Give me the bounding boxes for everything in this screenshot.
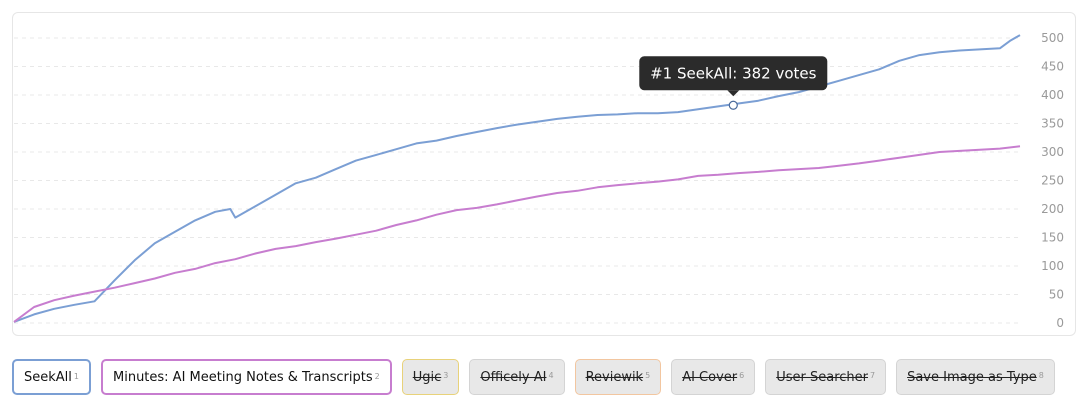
legend-rank: 4 <box>548 371 554 380</box>
y-tick-label: 500 <box>1041 31 1064 45</box>
legend-rank: 1 <box>73 372 79 381</box>
y-tick-label: 300 <box>1041 145 1064 159</box>
grid: 0 50 100 150 200 250 300 350 400 450 500 <box>14 31 1064 330</box>
legend-rank: 8 <box>1038 371 1044 380</box>
y-tick-label: 0 <box>1056 316 1064 330</box>
legend-item-3[interactable]: Ugic 3 <box>401 359 460 395</box>
legend-label: Officely AI <box>480 369 547 385</box>
series-line-1[interactable] <box>13 34 1021 323</box>
legend-label: Save Image as Type <box>907 369 1037 385</box>
legend-rank: 5 <box>645 371 651 380</box>
y-tick-label: 400 <box>1041 88 1064 102</box>
legend-label: Reviewik <box>585 369 644 385</box>
legend-rank: 2 <box>374 372 380 381</box>
y-tick-label: 350 <box>1041 117 1064 131</box>
legend-item-8[interactable]: Save Image as Type 8 <box>896 359 1055 395</box>
legend-label: SeekAll <box>24 369 72 385</box>
y-tick-label: 150 <box>1041 231 1064 245</box>
hover-point[interactable] <box>728 100 738 110</box>
tooltip-text: #1 SeekAll: 382 votes <box>650 64 817 82</box>
legend-item-1[interactable]: SeekAll 1 <box>12 359 91 395</box>
y-tick-label: 250 <box>1041 174 1064 188</box>
legend-rank: 7 <box>870 371 876 380</box>
legend-item-6[interactable]: AI Cover 6 <box>671 359 756 395</box>
tooltip: #1 SeekAll: 382 votes <box>639 56 828 110</box>
legend-rank: 6 <box>739 371 745 380</box>
legend-item-2[interactable]: Minutes: AI Meeting Notes & Transcripts 2 <box>101 359 392 395</box>
legend-label: User Searcher <box>776 369 868 385</box>
legend-item-5[interactable]: Reviewik 5 <box>574 359 662 395</box>
legend-rank: 3 <box>443 371 449 380</box>
series-line-2[interactable] <box>13 145 1021 323</box>
tooltip-box <box>639 56 828 91</box>
y-tick-label: 450 <box>1041 60 1064 74</box>
y-tick-label: 50 <box>1049 288 1064 302</box>
legend-item-7[interactable]: User Searcher 7 <box>765 359 887 395</box>
y-tick-label: 100 <box>1041 259 1064 273</box>
legend-label: Minutes: AI Meeting Notes & Transcripts <box>113 369 373 385</box>
tooltip-arrow <box>727 90 740 97</box>
legend: SeekAll 1 Minutes: AI Meeting Notes & Tran… <box>12 358 1055 396</box>
line-chart: 0 50 100 150 200 250 300 350 400 450 500 #1 SeekAl… <box>13 31 1064 330</box>
y-tick-label: 200 <box>1041 202 1064 216</box>
legend-label: AI Cover <box>682 369 738 385</box>
legend-item-4[interactable]: Officely AI 4 <box>469 359 565 395</box>
legend-label: Ugic <box>412 369 442 385</box>
series-layer <box>13 34 1021 323</box>
